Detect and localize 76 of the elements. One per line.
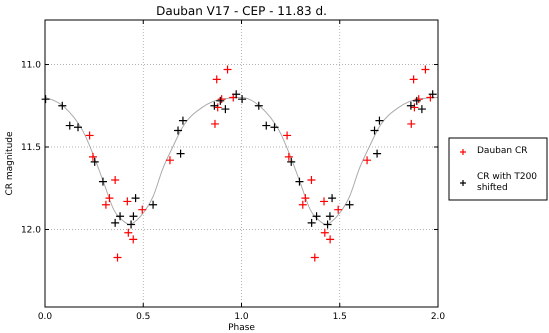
point (126, 220, 136, 230)
point (101, 200, 111, 210)
point (286, 157, 296, 166)
point (406, 101, 416, 110)
point (294, 177, 304, 186)
point (173, 126, 183, 136)
point (409, 74, 418, 84)
point (58, 101, 67, 110)
point (138, 205, 147, 214)
x-axis-title: Phase (228, 323, 256, 333)
point (426, 92, 435, 102)
point (176, 149, 186, 158)
point (85, 130, 94, 140)
point (212, 74, 222, 84)
point (325, 212, 335, 221)
legend-label: CR with T200 shifted (477, 172, 538, 193)
point (322, 220, 332, 230)
y-tick-label: 12.0 (20, 225, 42, 236)
point (270, 122, 280, 132)
point (312, 212, 322, 221)
point (128, 212, 138, 221)
point (104, 194, 114, 203)
point (362, 156, 372, 165)
point (165, 156, 175, 165)
point (115, 212, 125, 221)
point (420, 64, 430, 74)
point (65, 120, 74, 130)
point (410, 102, 420, 112)
point (73, 122, 83, 132)
point (213, 102, 222, 112)
legend-label: Dauban CR (477, 146, 528, 156)
point (428, 90, 438, 99)
point (178, 116, 188, 126)
point (310, 252, 320, 262)
point (374, 116, 384, 126)
point (370, 126, 380, 136)
line-series (44, 97, 438, 226)
point (344, 200, 354, 210)
point (406, 119, 416, 129)
x-tick-label: 0.0 (38, 312, 52, 322)
point (307, 218, 316, 228)
x-tick-label: 2.0 (430, 312, 446, 322)
point (40, 94, 50, 104)
y-tick-label: 11.0 (20, 60, 42, 71)
point (220, 104, 230, 114)
point (254, 101, 264, 110)
point (327, 194, 337, 203)
chart-title: Dauban V17 - CEP - 11.83 d. (156, 4, 327, 18)
y-tick-label: 11.5 (20, 143, 41, 154)
y-axis-title: CR magnitude (5, 131, 15, 196)
point (98, 177, 108, 186)
point (334, 205, 343, 214)
point (110, 218, 120, 228)
x-tick-label: 0.5 (136, 312, 150, 322)
point (210, 101, 219, 110)
point (222, 64, 232, 74)
point (306, 175, 316, 185)
point (122, 196, 132, 206)
point (88, 152, 98, 162)
point (284, 152, 294, 162)
point (300, 194, 310, 203)
point (210, 119, 220, 129)
x-tick-label: 1.5 (332, 312, 347, 322)
point (319, 196, 329, 206)
point (298, 200, 308, 210)
point (148, 200, 158, 210)
point (282, 130, 292, 140)
point (90, 157, 100, 166)
point (417, 104, 426, 114)
point (130, 194, 140, 203)
x-tick-label: 1.0 (234, 312, 249, 322)
point (112, 252, 122, 262)
point (228, 92, 238, 102)
point (110, 175, 120, 185)
point (372, 149, 382, 158)
point (262, 120, 271, 130)
